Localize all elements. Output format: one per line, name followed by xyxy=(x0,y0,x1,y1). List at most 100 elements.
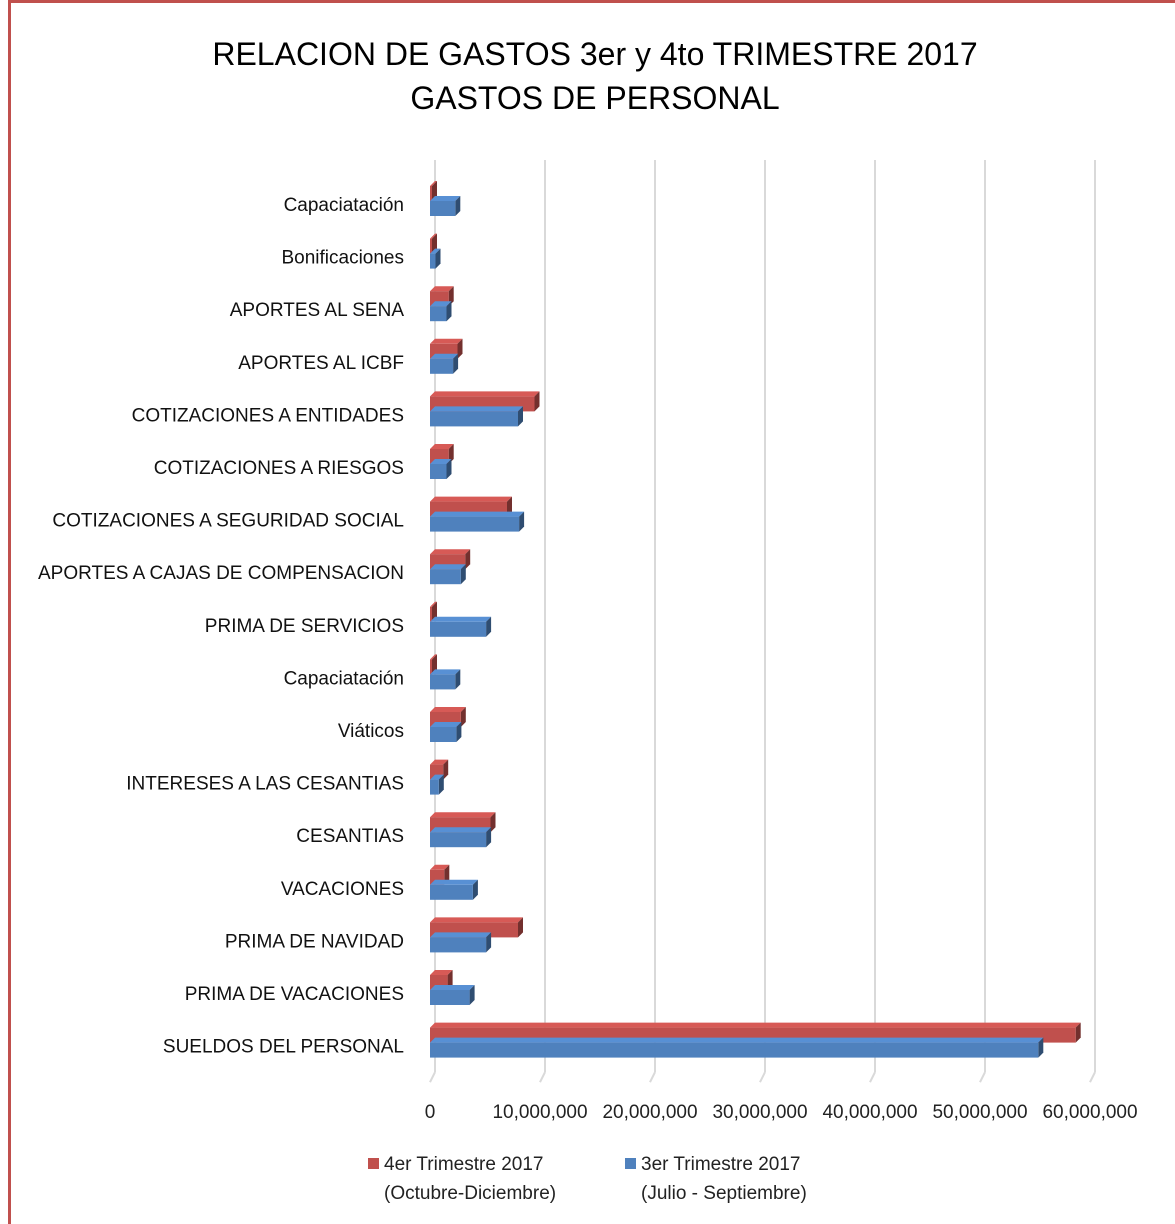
x-tick-label: 0 xyxy=(425,1102,436,1123)
bar-q3 xyxy=(430,301,452,322)
category-label: Viáticos xyxy=(338,721,404,742)
legend-label-q3-line2: (Julio - Septiembre) xyxy=(641,1183,807,1204)
bar-top-face xyxy=(430,707,466,712)
bar-side-face xyxy=(486,932,492,953)
bar-top-face xyxy=(430,879,478,885)
x-tick-label: 60,000,000 xyxy=(1042,1102,1137,1123)
bar-side-face xyxy=(435,248,441,269)
category-label: APORTES AL ICBF xyxy=(238,353,404,374)
legend-label-q3-line1: 3er Trimestre 2017 xyxy=(641,1154,801,1175)
bar-front-face xyxy=(430,516,520,532)
y-axis-labels: Capaciatación Bonificaciones APORTES AL SE… xyxy=(38,195,404,1058)
x-tick-label: 40,000,000 xyxy=(822,1102,917,1123)
bar-top-face xyxy=(430,985,475,990)
category-label: COTIZACIONES A SEGURIDAD SOCIAL xyxy=(52,511,404,532)
bar-top-face xyxy=(430,286,454,292)
category-label: APORTES A CAJAS DE COMPENSACION xyxy=(38,563,404,584)
bar-side-face xyxy=(486,616,492,637)
x-tick-label: 20,000,000 xyxy=(602,1102,697,1123)
x-tick-label: 30,000,000 xyxy=(712,1102,807,1123)
bar-top-face xyxy=(430,812,496,818)
gridline-floor xyxy=(429,1071,436,1083)
bar-top-face xyxy=(430,301,452,307)
bar-top-face xyxy=(430,970,453,975)
bar-top-face xyxy=(430,444,454,449)
bar-side-face xyxy=(456,722,462,742)
legend-swatch-q4 xyxy=(368,1158,379,1169)
bar-q3 xyxy=(430,932,492,953)
bar-front-face xyxy=(430,358,454,374)
bar-q3 xyxy=(430,722,462,742)
bar-top-face xyxy=(430,917,523,923)
bar-top-face xyxy=(430,759,449,765)
bar-q3 xyxy=(430,248,441,269)
bar-q3 xyxy=(430,511,525,532)
bar-side-face xyxy=(469,985,475,1005)
bar-side-face xyxy=(507,496,512,517)
bar-front-face xyxy=(430,464,447,479)
bar-front-face xyxy=(430,937,487,953)
legend-item-q3: 3er Trimestre 2017 (Julio - Septiembre) xyxy=(625,1150,807,1208)
bar-top-face xyxy=(430,654,437,660)
category-label: Capaciatación xyxy=(284,195,404,216)
bar-top-face xyxy=(430,774,444,780)
bar-front-face xyxy=(430,186,432,201)
bar-side-face xyxy=(455,196,461,216)
legend-label-q4-line1: 4er Trimestre 2017 xyxy=(384,1154,544,1175)
bar-top-face xyxy=(430,406,523,412)
bar-front-face xyxy=(430,1042,1039,1058)
gridline-floor xyxy=(649,1071,656,1083)
chart-title-line2: GASTOS DE PERSONAL xyxy=(410,80,780,116)
bar-q3 xyxy=(430,616,492,637)
bar-front-face xyxy=(430,990,470,1005)
bar-front-face xyxy=(430,606,432,622)
category-label: CESANTIAS xyxy=(296,826,404,847)
category-label: COTIZACIONES A RIESGOS xyxy=(154,458,404,479)
bars xyxy=(430,181,1081,1058)
bar-front-face xyxy=(430,659,432,675)
bar-side-face xyxy=(519,511,525,532)
bar-side-face xyxy=(1075,1022,1081,1043)
bar-front-face xyxy=(430,569,461,585)
bar-q3 xyxy=(430,1037,1044,1058)
chart-title: RELACION DE GASTOS 3er y 4to TRIMESTRE 2… xyxy=(30,32,1160,120)
gridlines xyxy=(429,160,1096,1083)
category-label: APORTES AL SENA xyxy=(230,300,405,321)
bar-side-face xyxy=(486,827,492,848)
category-label: PRIMA DE NAVIDAD xyxy=(225,931,404,952)
bar-side-face xyxy=(518,917,523,938)
bar-q3 xyxy=(430,196,461,216)
legend-swatch-q3 xyxy=(625,1158,636,1169)
bar-side-face xyxy=(455,669,461,690)
bar-front-face xyxy=(430,238,432,254)
bar-q3 xyxy=(430,406,523,427)
bar-side-face xyxy=(438,774,444,795)
category-label: VACACIONES xyxy=(281,879,404,900)
bar-side-face xyxy=(472,879,478,900)
bar-side-face xyxy=(460,564,466,585)
category-label: Capaciatación xyxy=(284,668,404,689)
bar-top-face xyxy=(430,181,437,186)
bar-q3 xyxy=(430,879,478,900)
gridline-floor xyxy=(1089,1071,1096,1083)
bar-top-face xyxy=(430,932,492,938)
bar-top-face xyxy=(430,248,441,254)
bar-top-face xyxy=(430,391,540,397)
bar-top-face xyxy=(430,864,450,870)
x-axis-ticks: 0 10,000,000 20,000,000 30,000,000 40,000,00… xyxy=(425,1102,1138,1123)
bar-top-face xyxy=(430,564,466,570)
bar-side-face xyxy=(460,707,466,727)
bar-top-face xyxy=(430,601,437,607)
bar-q3 xyxy=(430,669,461,690)
legend-label-q4-line2: (Octubre-Diciembre) xyxy=(384,1183,557,1204)
bar-front-face xyxy=(430,674,456,690)
bar-front-face xyxy=(430,411,518,427)
bar-front-face xyxy=(430,201,456,216)
bar-top-face xyxy=(430,1037,1044,1043)
gridline-floor xyxy=(759,1071,766,1083)
bar-q3 xyxy=(430,353,459,374)
category-label: COTIZACIONES A ENTIDADES xyxy=(132,405,404,426)
category-label: PRIMA DE SERVICIOS xyxy=(205,616,404,637)
bar-top-face xyxy=(430,722,462,727)
x-tick-label: 50,000,000 xyxy=(932,1102,1027,1123)
